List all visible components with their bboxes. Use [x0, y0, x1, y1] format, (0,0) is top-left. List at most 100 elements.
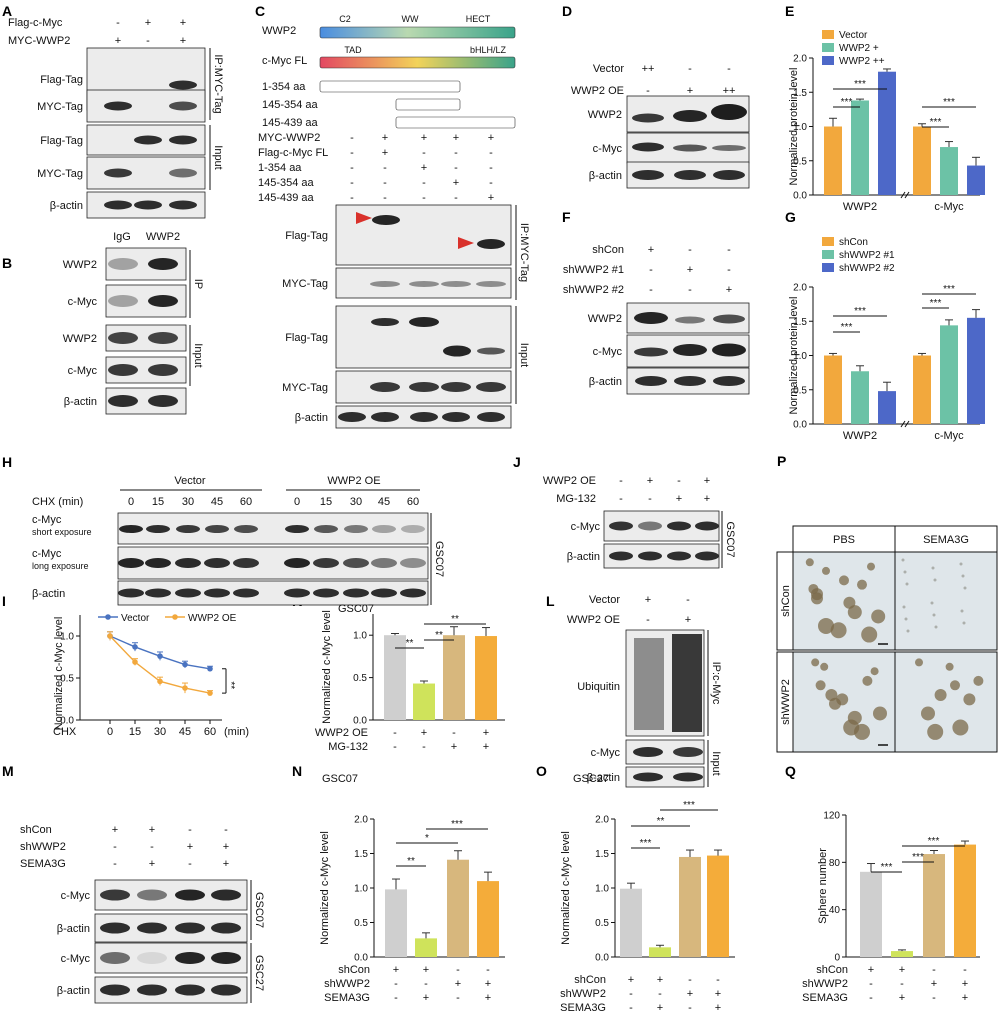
blot-band — [137, 984, 167, 996]
bar — [824, 355, 842, 424]
y-tick-label: 2.0 — [595, 815, 609, 826]
blot-band — [344, 525, 368, 533]
blot-label: c-Myc — [68, 296, 98, 308]
blot-band — [441, 382, 471, 392]
blot-band — [343, 588, 369, 598]
condition-label: Vector — [593, 63, 625, 75]
panel-g: 0.0 0.5 1.0 1.5 2.0 Normalized protein level W… — [788, 237, 985, 442]
blot-frame — [625, 766, 705, 788]
blot-band — [175, 984, 205, 996]
x-tick-label: 60 — [204, 726, 216, 738]
blot-band — [633, 747, 663, 757]
condition-label: WWP2 OE — [315, 727, 368, 739]
blot-band — [477, 239, 505, 249]
condition-label: Flag-c-Myc FL — [258, 147, 328, 159]
bar — [940, 325, 958, 424]
blot-label: β-actin — [57, 985, 90, 997]
arrow-marker-icon — [458, 237, 474, 249]
blot-band — [370, 382, 400, 392]
cell-dot — [933, 578, 937, 582]
blot-band — [673, 747, 703, 757]
blot-band — [211, 922, 241, 934]
time-point: 60 — [407, 496, 419, 508]
condition-sign: + — [149, 824, 155, 836]
condition-sign: + — [715, 1002, 721, 1014]
blot-band — [100, 984, 130, 996]
group-label: Vector — [174, 475, 206, 487]
significance-label: *** — [881, 862, 893, 873]
panel-k: 0.0 0.5 1.0 Normalized c-Myc level GSC07 ** **… — [315, 603, 505, 753]
condition-sign: - — [394, 992, 398, 1004]
condition-sign: - — [629, 988, 633, 1000]
data-point — [182, 661, 188, 668]
blot-band — [233, 558, 259, 568]
sphere-blob — [854, 723, 870, 740]
significance-label: * — [425, 833, 429, 844]
y-tick-label: 80 — [829, 858, 841, 869]
axis-break — [904, 420, 910, 428]
legend-label: WWP2 ++ — [839, 56, 885, 67]
blot-band — [108, 364, 138, 376]
blot-band — [443, 345, 471, 357]
blot-band — [410, 412, 438, 422]
column-header-box — [894, 525, 998, 553]
blot-band — [638, 551, 662, 561]
sphere-blob — [870, 667, 879, 676]
blot-band — [477, 347, 505, 355]
sphere-blob — [861, 626, 878, 643]
condition-label: SEMA3G — [802, 992, 848, 1004]
blot-label: Flag-Tag — [40, 74, 83, 86]
condition-label: MG-132 — [556, 493, 596, 505]
x-axis-label: CHX — [53, 726, 77, 738]
blot-band — [673, 110, 707, 122]
condition-sign: - — [350, 132, 354, 144]
blot-band — [118, 588, 144, 598]
legend-label: shWWP2 #1 — [839, 250, 895, 261]
condition-sign: + — [485, 978, 491, 990]
y-axis-label: Normalized c-Myc level — [53, 617, 65, 731]
blot-frame — [335, 305, 512, 369]
domain-label: bHLH/LZ — [470, 45, 507, 55]
sphere-blob — [811, 658, 820, 667]
blot-label: c-Myc — [593, 143, 623, 155]
condition-sign: + — [187, 841, 193, 853]
blot-label: c-Myc — [68, 365, 98, 377]
blot-band — [712, 145, 746, 151]
y-axis-label: Normalized c-Myc level — [560, 831, 572, 945]
condition-label: MYC-WWP2 — [8, 35, 70, 47]
panel-a: Flag-c-Myc - + + MYC-WWP2 + - + Flag-Tag MYC-Tag F… — [8, 17, 224, 219]
blot-band — [609, 551, 633, 561]
blot-band — [713, 376, 745, 386]
condition-label: shCon — [592, 244, 624, 256]
condition-sign: + — [421, 162, 427, 174]
condition-sign: - — [422, 741, 426, 753]
cell-dot — [963, 586, 967, 590]
condition-label: 145-439 aa — [258, 192, 315, 204]
group-label: IP:c-Myc — [710, 662, 722, 705]
condition-sign: - — [113, 841, 117, 853]
blot-band — [108, 258, 138, 270]
condition-sign: + — [453, 132, 459, 144]
sphere-blob — [808, 583, 819, 594]
sphere-blob — [862, 675, 873, 686]
condition-sign: + — [453, 177, 459, 189]
blot-band — [409, 317, 439, 327]
bar — [967, 317, 985, 424]
condition-sign: - — [422, 147, 426, 159]
condition-sign: + — [421, 727, 427, 739]
blot-band — [146, 525, 170, 533]
blot-band — [711, 104, 747, 120]
condition-sign: - — [454, 192, 458, 204]
condition-sign: + — [687, 264, 693, 276]
condition-label: WWP2 OE — [567, 614, 620, 626]
condition-sign: - — [900, 978, 904, 990]
condition-label: Vector — [589, 594, 621, 606]
condition-sign: - — [686, 594, 690, 606]
significance-label: ** — [435, 630, 443, 641]
blot-band — [609, 521, 633, 531]
chart-title: GSC07 — [338, 603, 374, 615]
blot-band — [372, 215, 400, 225]
time-point: 45 — [211, 496, 223, 508]
y-tick-label: 0 — [834, 953, 840, 964]
